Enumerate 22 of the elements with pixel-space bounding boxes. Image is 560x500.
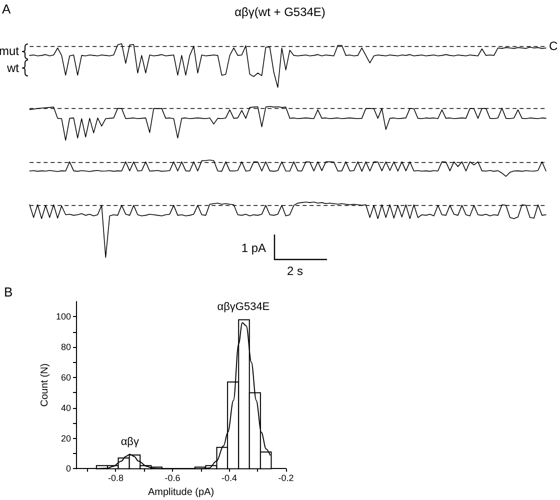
x-tick-label: -0.2 bbox=[278, 473, 294, 484]
y-tick-label: 20 bbox=[60, 433, 71, 444]
ref-line-label: C bbox=[549, 39, 558, 54]
text: B bbox=[4, 284, 13, 300]
x-tick-label: -0.6 bbox=[164, 473, 180, 484]
chart-title: αβγ(wt + G534E) bbox=[234, 5, 326, 19]
text: 2 s bbox=[286, 264, 304, 278]
text: wt bbox=[6, 61, 20, 75]
x-axis-title: Amplitude (pA) bbox=[148, 487, 214, 498]
x-tick-label: -0.8 bbox=[108, 473, 124, 484]
y-tick-label: 60 bbox=[60, 372, 71, 382]
text: mut bbox=[0, 44, 20, 58]
y-tick-label: 40 bbox=[60, 402, 71, 413]
annotation: αβγG534E bbox=[217, 301, 270, 314]
y-axis-title: Count (N) bbox=[40, 363, 50, 407]
y-tick-label: 80 bbox=[60, 342, 71, 352]
text: A bbox=[2, 2, 11, 16]
x-tick-label: -0.4 bbox=[221, 473, 237, 484]
y-tick-label: 0 bbox=[66, 464, 71, 474]
y-tick-label: 100 bbox=[56, 312, 71, 322]
annotation: 1 pA bbox=[241, 241, 266, 255]
annotation: αβγ bbox=[120, 436, 140, 448]
